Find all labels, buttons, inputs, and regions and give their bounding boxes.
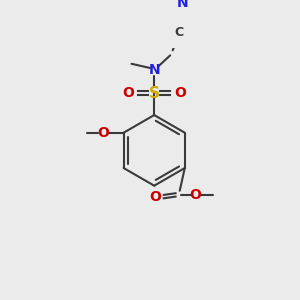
Text: O: O (122, 86, 134, 100)
Text: O: O (189, 188, 201, 202)
Text: S: S (149, 86, 160, 101)
Text: O: O (174, 86, 186, 100)
Text: C: C (174, 26, 183, 39)
Text: O: O (98, 126, 110, 140)
Text: N: N (148, 63, 160, 77)
Text: O: O (149, 190, 161, 204)
Text: N: N (177, 0, 189, 10)
